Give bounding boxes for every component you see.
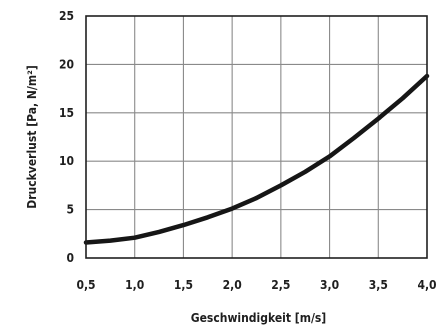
x-tick-label: 1,0 (125, 278, 144, 292)
x-axis-ticks: 0,5 1,0 1,5 2,0 2,5 3,0 3,5 4,0 (76, 278, 436, 292)
x-tick-label: 1,5 (174, 278, 193, 292)
x-tick-label: 4,0 (417, 278, 436, 292)
x-tick-label: 2,5 (271, 278, 290, 292)
y-tick-label: 0 (66, 251, 74, 265)
y-axis-title: Druckverlust [Pa, N/m²] (25, 65, 39, 209)
x-tick-label: 3,0 (320, 278, 339, 292)
y-tick-label: 15 (59, 106, 74, 120)
y-tick-label: 10 (59, 154, 74, 168)
grid (86, 16, 427, 258)
y-axis-ticks: 0 5 10 15 20 25 (59, 9, 74, 265)
y-tick-label: 25 (59, 9, 74, 23)
x-tick-label: 2,0 (223, 278, 242, 292)
y-tick-label: 20 (59, 57, 74, 71)
x-axis-title: Geschwindigkeit [m/s] (191, 311, 327, 325)
plot-frame (85, 15, 428, 259)
series-line (83, 73, 430, 245)
y-tick-label: 5 (66, 203, 74, 217)
x-tick-label: 3,5 (369, 278, 388, 292)
x-tick-label: 0,5 (76, 278, 95, 292)
series-layer (83, 73, 430, 245)
